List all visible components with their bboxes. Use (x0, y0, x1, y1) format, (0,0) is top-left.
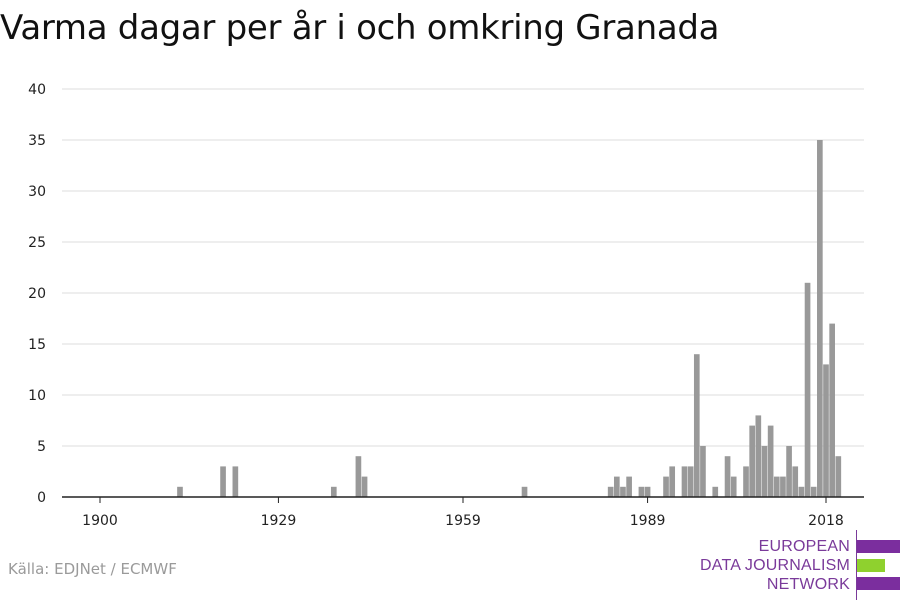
logo-text-line-2: DATA JOURNALISM (700, 557, 850, 574)
bar (804, 282, 811, 497)
bar (620, 486, 626, 497)
bar (810, 486, 817, 497)
x-tick-label: 1959 (445, 513, 481, 529)
gridlines (62, 88, 864, 447)
bar (792, 466, 799, 497)
bar (663, 476, 669, 497)
bar (835, 456, 842, 497)
bar (743, 466, 749, 497)
bar (730, 476, 737, 497)
bar (626, 476, 632, 497)
bar (644, 486, 651, 497)
y-tick-label: 15 (28, 337, 46, 353)
logo-divider (856, 530, 857, 600)
x-tick-label: 2018 (808, 513, 844, 529)
bar (767, 425, 774, 497)
bar (220, 466, 226, 497)
bar (761, 446, 768, 497)
x-axis: 1900 1929 1959 1989 2018 (62, 496, 864, 529)
bar (177, 486, 183, 497)
bar (232, 466, 239, 497)
x-tick-label: 1989 (630, 513, 666, 529)
bar (823, 364, 829, 497)
logo-bar-purple-top (857, 540, 900, 553)
y-tick-label: 25 (28, 235, 46, 251)
x-tick-label: 1929 (261, 513, 297, 529)
bar (798, 486, 805, 497)
bar (712, 486, 719, 497)
bar (773, 476, 780, 497)
bar (693, 354, 700, 497)
bar (638, 486, 645, 497)
bar (755, 415, 762, 497)
y-tick-label: 20 (28, 286, 46, 302)
chart-title: Varma dagar per år i och omkring Granada (0, 8, 720, 48)
bar (700, 446, 706, 497)
bar (361, 476, 368, 497)
bar (817, 140, 823, 497)
y-tick-label: 10 (28, 388, 46, 404)
y-tick-label: 35 (28, 133, 46, 149)
logo-text-line-3: NETWORK (766, 576, 850, 593)
y-tick-label: 0 (37, 490, 46, 506)
bar (829, 323, 835, 497)
bar (607, 486, 614, 497)
logo-bar-purple-bottom (857, 577, 900, 590)
bar (521, 486, 528, 497)
edjnet-logo: EUROPEAN DATA JOURNALISM NETWORK (700, 530, 900, 600)
y-axis-ticks: 0 5 10 15 20 25 30 35 40 (28, 82, 46, 506)
y-tick-label: 5 (37, 439, 46, 455)
logo-text-line-1: EUROPEAN (758, 538, 850, 555)
bar (724, 456, 731, 497)
x-tick-label: 1900 (82, 513, 118, 529)
bar (613, 476, 620, 497)
bar (780, 476, 786, 497)
y-tick-label: 40 (28, 82, 46, 98)
bar (330, 486, 337, 497)
bar (687, 466, 694, 497)
bar (749, 425, 755, 497)
logo-bar-green (857, 559, 885, 572)
bar (786, 446, 792, 497)
bar (355, 456, 362, 497)
bar (669, 466, 676, 497)
bar (681, 466, 688, 497)
source-note: Källa: EDJNet / ECMWF (8, 560, 177, 578)
bars (177, 140, 842, 497)
y-tick-label: 30 (28, 184, 46, 200)
